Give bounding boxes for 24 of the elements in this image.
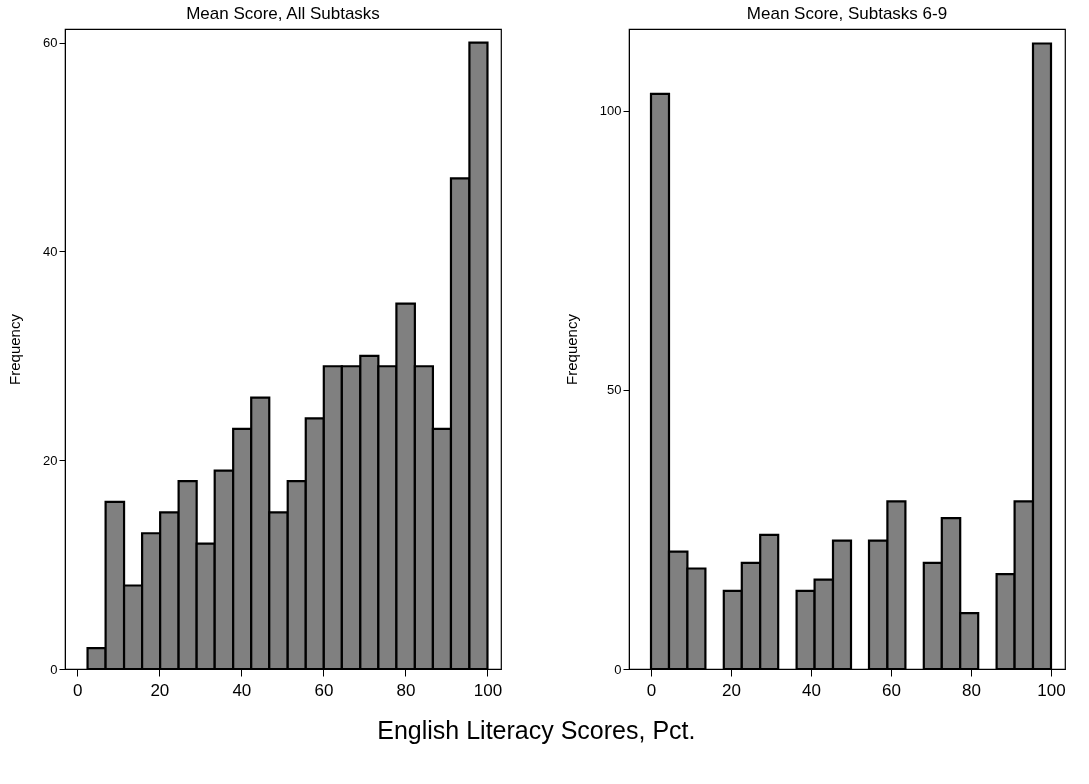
y-tick-label: 100 xyxy=(599,103,622,119)
x-tick-label: 40 xyxy=(802,680,821,700)
x-tick-label: 20 xyxy=(722,680,741,700)
y-tick-label: 0 xyxy=(50,661,58,677)
x-tick-label: 80 xyxy=(962,680,981,700)
y-tick-label: 40 xyxy=(43,243,58,259)
y-tick-label: 50 xyxy=(607,382,622,398)
x-axis-title: English Literacy Scores, Pct. xyxy=(377,715,696,744)
chart-title: Mean Score, Subtasks 6-9 xyxy=(746,4,948,23)
y-axis-title: Frequency xyxy=(6,313,24,385)
x-tick-label: 100 xyxy=(473,680,503,700)
y-tick-label: 60 xyxy=(43,35,58,51)
x-tick-label: 20 xyxy=(150,680,170,700)
x-tick-label: 100 xyxy=(1037,680,1066,700)
x-tick-label: 80 xyxy=(396,680,416,700)
y-tick-label: 20 xyxy=(43,452,58,468)
x-tick-label: 60 xyxy=(882,680,901,700)
x-tick-label: 0 xyxy=(73,680,83,700)
chart-title: Mean Score, All Subtasks xyxy=(186,4,380,23)
x-tick-label: 0 xyxy=(646,680,657,700)
x-tick-label: 60 xyxy=(314,680,334,700)
x-tick-label: 40 xyxy=(232,680,252,700)
y-axis-title: Frequency xyxy=(562,313,580,385)
y-tick-label: 0 xyxy=(614,661,622,677)
